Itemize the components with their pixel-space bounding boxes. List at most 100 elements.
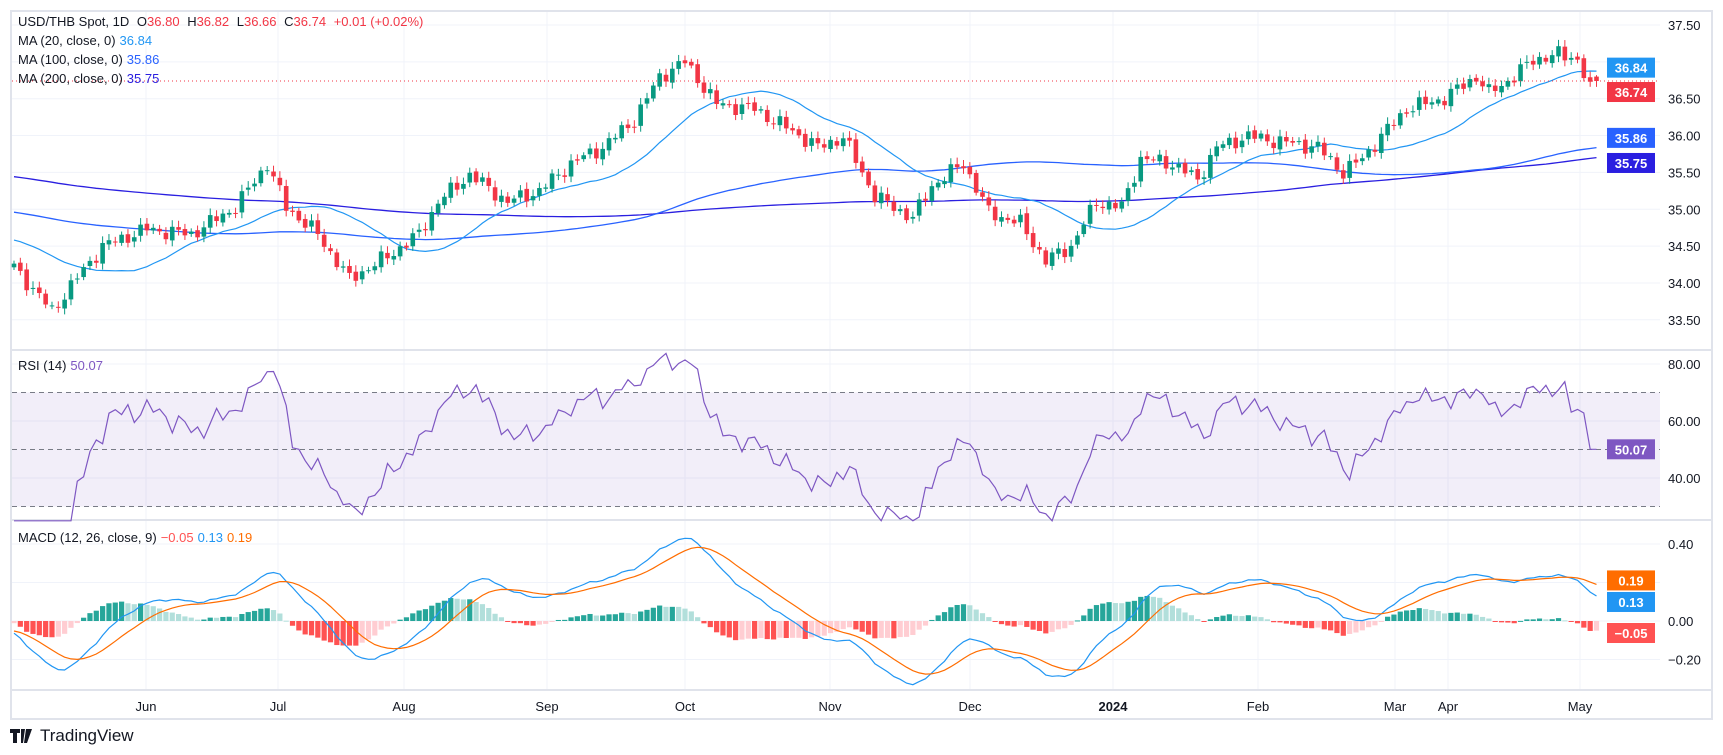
- macd-histogram-bar: [720, 621, 726, 636]
- ma200-label: MA (200, close, 0): [18, 71, 123, 86]
- macd-histogram-bar: [43, 621, 49, 638]
- macd-histogram-bar: [733, 621, 739, 641]
- macd-histogram-bar: [1100, 603, 1106, 621]
- candle-up: [518, 190, 523, 198]
- candle-up: [739, 104, 745, 114]
- candle-up: [1220, 144, 1226, 148]
- macd-histogram-bar: [1574, 621, 1581, 624]
- macd-histogram-bar: [593, 615, 599, 621]
- macd-histogram-bar: [802, 621, 808, 639]
- candle-down: [37, 287, 42, 294]
- macd-histogram-bar: [1562, 620, 1568, 622]
- macd-histogram-bar: [321, 621, 327, 641]
- macd-histogram-bar: [821, 621, 827, 636]
- macd-histogram-bar: [251, 610, 258, 621]
- candle-down: [771, 123, 776, 125]
- price-axis-label: 37.50: [1668, 18, 1701, 33]
- macd-histogram-bar: [745, 621, 751, 639]
- tradingview-logo[interactable]: TradingView: [10, 726, 134, 746]
- candle-down: [1144, 156, 1150, 160]
- candle-up: [1568, 57, 1574, 60]
- candle-down: [1473, 77, 1479, 82]
- candle-up: [391, 256, 397, 260]
- macd-histogram-bar: [334, 621, 340, 646]
- macd-histogram-bar: [1505, 621, 1511, 623]
- candle-up: [720, 103, 726, 106]
- macd-histogram-bar: [1524, 619, 1530, 621]
- macd-histogram-bar: [454, 598, 460, 621]
- macd-histogram-bar: [1568, 621, 1574, 622]
- price-axis-label: 35.00: [1668, 202, 1701, 217]
- macd-histogram-bar: [1131, 600, 1138, 621]
- macd-histogram-bar: [1517, 620, 1524, 622]
- macd-histogram-bar: [429, 605, 435, 621]
- macd-histogram-bar: [859, 621, 865, 632]
- macd-histogram-bar: [739, 621, 745, 640]
- ma200-price-tag: 35.75: [1615, 156, 1648, 171]
- macd-histogram-bar: [492, 613, 498, 621]
- macd-histogram-bar: [270, 610, 277, 621]
- candle-down: [961, 166, 966, 169]
- macd-histogram-bar: [1555, 618, 1562, 621]
- macd-histogram-bar: [1024, 621, 1030, 627]
- macd-histogram-bar: [954, 604, 960, 621]
- macd-histogram-bar: [359, 621, 365, 643]
- macd-histogram-bar: [68, 621, 74, 628]
- candle-down: [980, 192, 985, 197]
- candle-down: [1030, 233, 1036, 248]
- candle-up: [809, 138, 814, 146]
- candle-down: [1151, 159, 1156, 161]
- macd-legend: MACD (12, 26, close, 9) −0.05 0.13 0.19: [18, 530, 256, 545]
- candle-down: [733, 104, 738, 116]
- macd-histogram-bar: [486, 608, 492, 621]
- macd-histogram-bar: [1416, 608, 1422, 621]
- candle-up: [131, 237, 137, 242]
- macd-histogram-bar: [1410, 610, 1416, 621]
- candle-up: [1176, 163, 1182, 168]
- rsi-axis-label: 80.00: [1668, 357, 1701, 372]
- macd-histogram-bar: [777, 621, 783, 638]
- ma200-price-tag-bg: [1607, 152, 1655, 173]
- candle-up: [708, 89, 713, 94]
- symbol-title: USD/THB Spot, 1D: [18, 14, 130, 29]
- candle-down: [93, 260, 99, 263]
- candle-up: [150, 227, 156, 231]
- macd-histogram-bar: [1081, 615, 1087, 621]
- macd-histogram-bar: [1492, 621, 1498, 622]
- candle-up: [359, 271, 365, 280]
- rsi-legend: RSI (14) 50.07: [18, 358, 107, 373]
- macd-histogram-bar: [1460, 613, 1467, 621]
- macd-histogram-bar: [865, 621, 872, 635]
- candle-up: [543, 187, 549, 189]
- candle-down: [283, 186, 289, 211]
- candle-down: [682, 60, 688, 64]
- macd-histogram-bar: [100, 606, 106, 621]
- ma20-line: [13, 70, 1597, 272]
- candle-up: [613, 137, 618, 140]
- candle-down: [1011, 219, 1017, 224]
- macd-histogram-bar: [1347, 621, 1353, 634]
- candle-up: [777, 116, 783, 126]
- candle-down: [1391, 124, 1397, 126]
- macd-histogram-bar: [1087, 608, 1093, 621]
- candle-up: [1056, 248, 1061, 254]
- candle-down: [56, 306, 61, 308]
- macd-histogram-bar: [169, 612, 175, 621]
- macd-histogram-bar: [714, 621, 720, 633]
- candle-down: [815, 138, 821, 144]
- macd-histogram-bar: [194, 619, 201, 621]
- macd-histogram-bar: [1290, 621, 1296, 625]
- macd-histogram-bar: [36, 621, 42, 636]
- macd-histogram-bar: [226, 616, 232, 621]
- macd-histogram-bar: [1448, 612, 1454, 621]
- macd-histogram-bar: [1587, 621, 1593, 631]
- macd-histogram-bar: [650, 607, 656, 621]
- candle-down: [1543, 57, 1549, 62]
- macd-histogram-bar: [1150, 596, 1156, 621]
- candle-up: [1239, 140, 1245, 148]
- candle-up: [309, 220, 314, 227]
- macd-histogram-bar: [726, 621, 732, 638]
- candle-down: [1334, 157, 1340, 170]
- macd-histogram-bar: [283, 620, 289, 622]
